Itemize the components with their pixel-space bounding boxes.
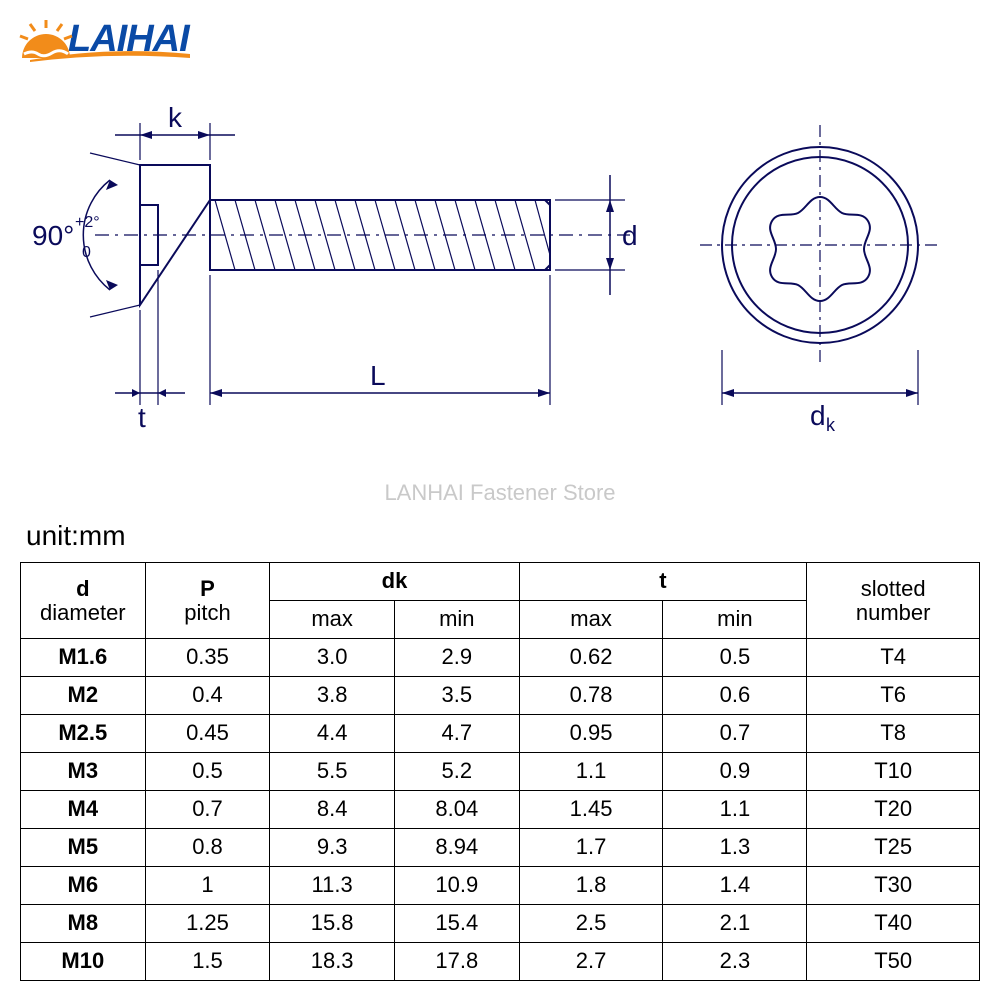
cell-tmax: 2.5	[519, 905, 663, 943]
cell-dkmin: 17.8	[394, 943, 519, 981]
cell-d: M3	[21, 753, 146, 791]
cell-dkmax: 3.0	[270, 639, 395, 677]
watermark-text: LANHAI Fastener Store	[0, 480, 1000, 506]
cell-tmax: 0.62	[519, 639, 663, 677]
cell-d: M2	[21, 677, 146, 715]
cell-dkmax: 3.8	[270, 677, 395, 715]
hdr-t-max: max	[519, 601, 663, 639]
unit-label: unit:mm	[26, 520, 126, 552]
hdr-t: t	[519, 563, 807, 601]
hdr-dk-max: max	[270, 601, 395, 639]
cell-tmin: 0.5	[663, 639, 807, 677]
cell-p: 0.7	[145, 791, 270, 829]
cell-slot: T30	[807, 867, 980, 905]
cell-dkmin: 8.04	[394, 791, 519, 829]
cell-p: 0.4	[145, 677, 270, 715]
cell-tmax: 1.8	[519, 867, 663, 905]
cell-d: M5	[21, 829, 146, 867]
logo-swoosh	[30, 50, 190, 62]
cell-p: 0.5	[145, 753, 270, 791]
cell-dkmax: 5.5	[270, 753, 395, 791]
cell-slot: T50	[807, 943, 980, 981]
cell-tmax: 1.7	[519, 829, 663, 867]
spec-table: d diameter P pitch dk t slotted number m…	[20, 562, 980, 981]
cell-p: 1	[145, 867, 270, 905]
cell-slot: T10	[807, 753, 980, 791]
cell-dkmin: 10.9	[394, 867, 519, 905]
cell-tmax: 2.7	[519, 943, 663, 981]
hdr-slot: slotted number	[807, 563, 980, 639]
cell-slot: T25	[807, 829, 980, 867]
hdr-dk-min: min	[394, 601, 519, 639]
cell-p: 1.25	[145, 905, 270, 943]
hdr-p: P pitch	[145, 563, 270, 639]
cell-tmax: 1.45	[519, 791, 663, 829]
table-row: M2.50.454.44.70.950.7T8	[21, 715, 980, 753]
dim-d-label: d	[622, 220, 638, 251]
screw-diagram: k d L t 90° +2° 0 d k	[20, 105, 980, 455]
cell-dkmin: 2.9	[394, 639, 519, 677]
cell-slot: T40	[807, 905, 980, 943]
table-row: M101.518.317.82.72.3T50	[21, 943, 980, 981]
cell-d: M10	[21, 943, 146, 981]
cell-d: M4	[21, 791, 146, 829]
cell-tmin: 0.6	[663, 677, 807, 715]
cell-dkmax: 18.3	[270, 943, 395, 981]
cell-p: 0.35	[145, 639, 270, 677]
cell-dkmin: 3.5	[394, 677, 519, 715]
table-row: M81.2515.815.42.52.1T40	[21, 905, 980, 943]
dim-t-label: t	[138, 402, 146, 433]
angle-tol2: 0	[82, 244, 91, 261]
cell-slot: T8	[807, 715, 980, 753]
cell-dkmax: 15.8	[270, 905, 395, 943]
hdr-t-min: min	[663, 601, 807, 639]
cell-tmin: 2.1	[663, 905, 807, 943]
table-row: M20.43.83.50.780.6T6	[21, 677, 980, 715]
hdr-d: d diameter	[21, 563, 146, 639]
table-row: M1.60.353.02.90.620.5T4	[21, 639, 980, 677]
cell-slot: T6	[807, 677, 980, 715]
table-row: M6111.310.91.81.4T30	[21, 867, 980, 905]
cell-dkmin: 5.2	[394, 753, 519, 791]
table-row: M30.55.55.21.10.9T10	[21, 753, 980, 791]
angle-tol1: +2°	[75, 214, 100, 231]
cell-tmin: 1.4	[663, 867, 807, 905]
cell-p: 0.8	[145, 829, 270, 867]
hdr-dk: dk	[270, 563, 519, 601]
dim-L-label: L	[370, 360, 386, 391]
cell-dkmax: 4.4	[270, 715, 395, 753]
cell-slot: T20	[807, 791, 980, 829]
angle-label: 90°	[32, 220, 74, 251]
cell-dkmax: 11.3	[270, 867, 395, 905]
cell-d: M1.6	[21, 639, 146, 677]
dim-k-label: k	[168, 105, 183, 133]
cell-tmax: 1.1	[519, 753, 663, 791]
cell-p: 1.5	[145, 943, 270, 981]
cell-dkmax: 9.3	[270, 829, 395, 867]
cell-tmax: 0.78	[519, 677, 663, 715]
cell-d: M8	[21, 905, 146, 943]
cell-d: M6	[21, 867, 146, 905]
cell-dkmin: 4.7	[394, 715, 519, 753]
cell-tmin: 0.9	[663, 753, 807, 791]
dim-dk-label: d	[810, 400, 826, 431]
cell-tmin: 1.1	[663, 791, 807, 829]
cell-d: M2.5	[21, 715, 146, 753]
cell-p: 0.45	[145, 715, 270, 753]
cell-tmin: 0.7	[663, 715, 807, 753]
cell-slot: T4	[807, 639, 980, 677]
dim-dk-sub: k	[826, 415, 836, 435]
cell-dkmin: 8.94	[394, 829, 519, 867]
cell-dkmax: 8.4	[270, 791, 395, 829]
cell-dkmin: 15.4	[394, 905, 519, 943]
table-row: M40.78.48.041.451.1T20	[21, 791, 980, 829]
cell-tmax: 0.95	[519, 715, 663, 753]
table-row: M50.89.38.941.71.3T25	[21, 829, 980, 867]
cell-tmin: 2.3	[663, 943, 807, 981]
cell-tmin: 1.3	[663, 829, 807, 867]
